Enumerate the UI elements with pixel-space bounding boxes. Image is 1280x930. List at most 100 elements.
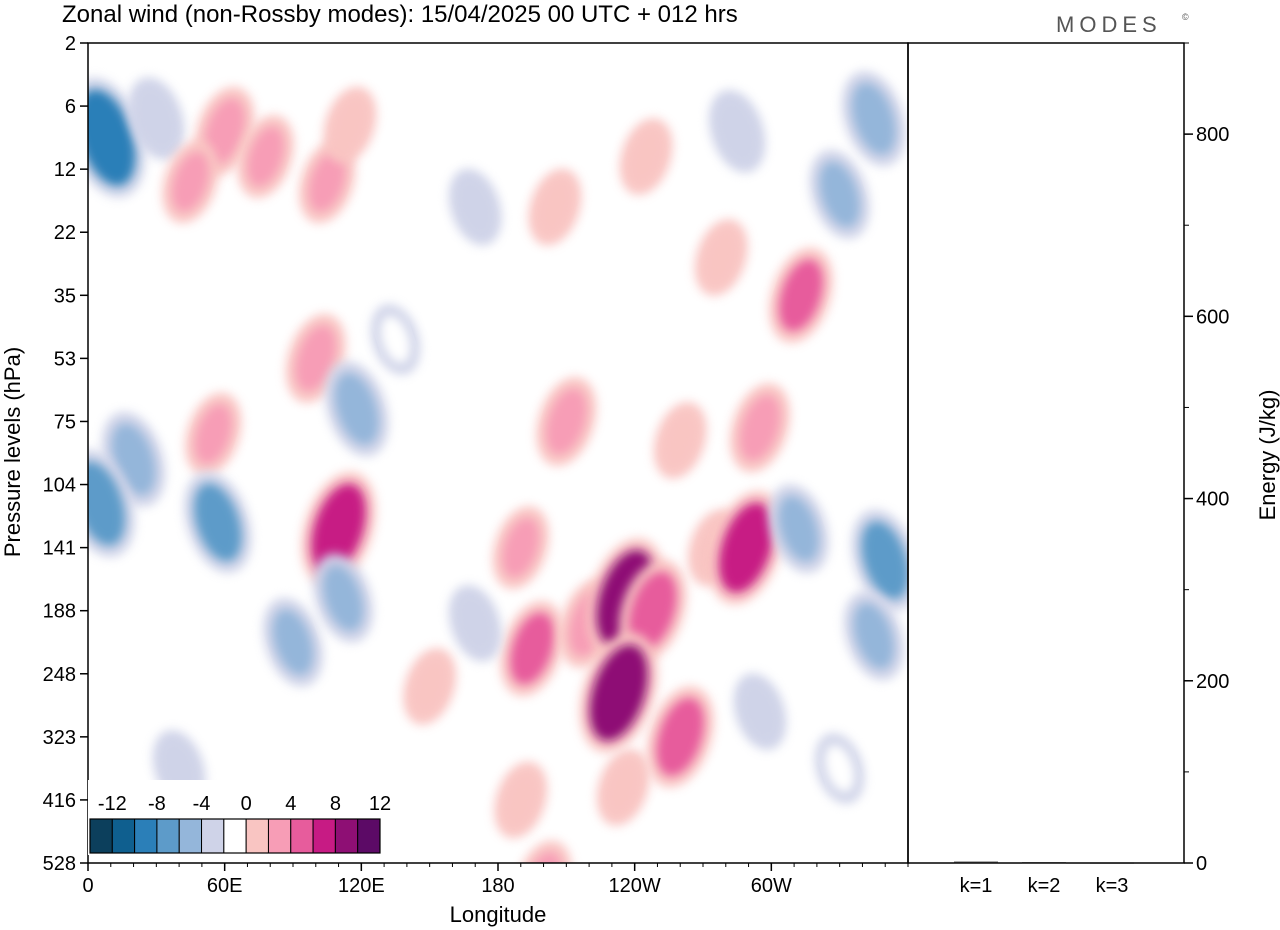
colorbar-label-0: -12 [98, 793, 127, 815]
heatmap-feature-3 [172, 152, 209, 212]
y-tick-label-13: 528 [43, 853, 76, 875]
y-tick-label-4: 35 [54, 285, 76, 307]
colorbar-label-6: 12 [369, 793, 391, 815]
y-tick-label-5: 53 [54, 348, 76, 370]
x-axis-label: Longitude [450, 902, 547, 927]
heatmap-plot-area [88, 43, 908, 863]
heatmap-feature-38 [413, 659, 447, 714]
y-tick-label-3: 22 [54, 222, 76, 244]
colorbar-swatch-5 [201, 818, 225, 854]
heatmap-feature-0 [88, 89, 136, 186]
heatmap-feature-1 [138, 88, 175, 149]
heatmap-feature-5 [308, 152, 346, 212]
y-tick-label-2: 12 [54, 159, 76, 181]
energy-bar-k=1 [954, 861, 998, 864]
heatmap-feature-27 [510, 612, 555, 685]
energy-tick-label-1: 200 [1196, 671, 1229, 693]
colorbar-label-4: 4 [285, 793, 296, 815]
chart-title: Zonal wind (non-Rossby modes): 15/04/202… [62, 1, 738, 28]
heatmap-feature-30 [629, 571, 677, 650]
x-tick-label-0: 0 [82, 875, 93, 897]
x-axis-ticks: 0 60E 120E 180 120W 60W [82, 863, 909, 897]
heatmap-feature-46 [825, 744, 855, 792]
x-tick-label-1: 60E [207, 875, 243, 897]
heatmap-feature-26 [502, 517, 540, 578]
logo-copyright-mark: © [1182, 12, 1189, 22]
x-tick-label-5: 60W [751, 875, 792, 897]
heatmap-feature-11 [851, 82, 896, 155]
heatmap-feature-8 [538, 180, 572, 234]
energy-bar-k=2 [1022, 862, 1066, 864]
energy-panel-frame [907, 42, 1185, 864]
energy-bar-k=3 [1090, 862, 1134, 864]
heatmap-feature-12 [819, 161, 860, 228]
heatmap-feature-4 [247, 126, 284, 187]
heatmap-feature-13 [704, 230, 738, 285]
colorbar-label-3: 0 [241, 793, 252, 815]
energy-axis-label: Energy (J/kg) [1255, 390, 1280, 521]
heatmap-feature-15 [295, 325, 336, 392]
y-tick-label-7: 104 [43, 475, 76, 497]
heatmap-feature-47 [606, 760, 640, 814]
heatmap-feature-20 [195, 404, 232, 464]
y-tick-label-11: 323 [43, 727, 76, 749]
energy-bars: k=1 k=2 k=3 [954, 861, 1134, 897]
heatmap-feature-23 [88, 461, 125, 546]
heatmap-feature-2 [204, 98, 245, 165]
y-tick-label-10: 248 [43, 664, 76, 686]
y-tick-label-1: 6 [65, 96, 76, 118]
colorbar-swatch-0 [89, 818, 113, 854]
energy-tick-label-4: 800 [1196, 124, 1229, 146]
y-tick-label-6: 75 [54, 411, 76, 433]
y-axis-ticks: 2 6 12 22 35 53 75 104 141 188 248 323 416 528 [43, 33, 88, 875]
colorbar-label-1: -8 [148, 793, 166, 815]
energy-category-label-2: k=3 [1096, 875, 1129, 897]
colorbar-swatch-12 [357, 818, 381, 854]
colorbar: -12 -8 -4 0 4 8 12 [88, 780, 391, 855]
colorbar-swatch-3 [156, 818, 180, 854]
colorbar-label-2: -4 [193, 793, 211, 815]
heatmap-feature-37 [323, 565, 364, 631]
heatmap-feature-40 [589, 644, 648, 741]
colorbar-swatch-10 [312, 818, 336, 854]
y-tick-label-8: 141 [43, 538, 76, 560]
heatmap-feature-35 [853, 603, 894, 669]
heatmap-feature-21 [546, 388, 587, 455]
energy-category-label-1: k=2 [1028, 875, 1061, 897]
x-tick-label-3: 180 [481, 875, 514, 897]
heatmap-feature-36 [272, 609, 314, 676]
y-tick-label-0: 2 [65, 33, 76, 55]
modes-logo: MODES [1056, 12, 1162, 37]
colorbar-swatch-9 [290, 818, 314, 854]
x-tick-label-4: 120W [609, 875, 661, 897]
colorbar-swatch-4 [178, 818, 203, 854]
heatmap-feature-33 [778, 495, 819, 562]
heatmap-feature-7 [458, 180, 492, 234]
energy-axis-ticks: 0 200 400 600 800 [1184, 42, 1229, 875]
colorbar-swatch-8 [267, 818, 292, 854]
heatmap-feature-18 [739, 394, 781, 461]
y-axis-label: Pressure levels (hPa) [0, 347, 25, 557]
y-tick-label-12: 416 [43, 790, 76, 812]
heatmap-feature-22 [663, 413, 697, 468]
heatmap-feature-6 [333, 98, 367, 152]
heatmap-feature-39 [458, 596, 492, 650]
heatmap-feature-41 [743, 684, 777, 739]
energy-tick-label-3: 600 [1196, 306, 1229, 328]
colorbar-frame [89, 818, 381, 854]
x-tick-label-2: 120E [338, 875, 385, 897]
colorbar-swatch-6 [223, 818, 247, 854]
heatmap-feature-25 [311, 483, 366, 574]
heatmap-feature-14 [779, 259, 823, 332]
colorbar-swatch-1 [111, 818, 136, 854]
heatmap-feature-9 [629, 129, 663, 184]
energy-tick-label-0: 0 [1196, 853, 1207, 875]
heatmap-feature-34 [861, 521, 908, 600]
heatmap-feature-43 [504, 773, 538, 827]
energy-tick-label-2: 400 [1196, 489, 1229, 511]
heatmap-feature-10 [718, 101, 756, 162]
colorbar-label-5: 8 [330, 793, 341, 815]
heatmap-feature-16 [334, 372, 379, 445]
heatmap-feature-42 [656, 697, 704, 776]
